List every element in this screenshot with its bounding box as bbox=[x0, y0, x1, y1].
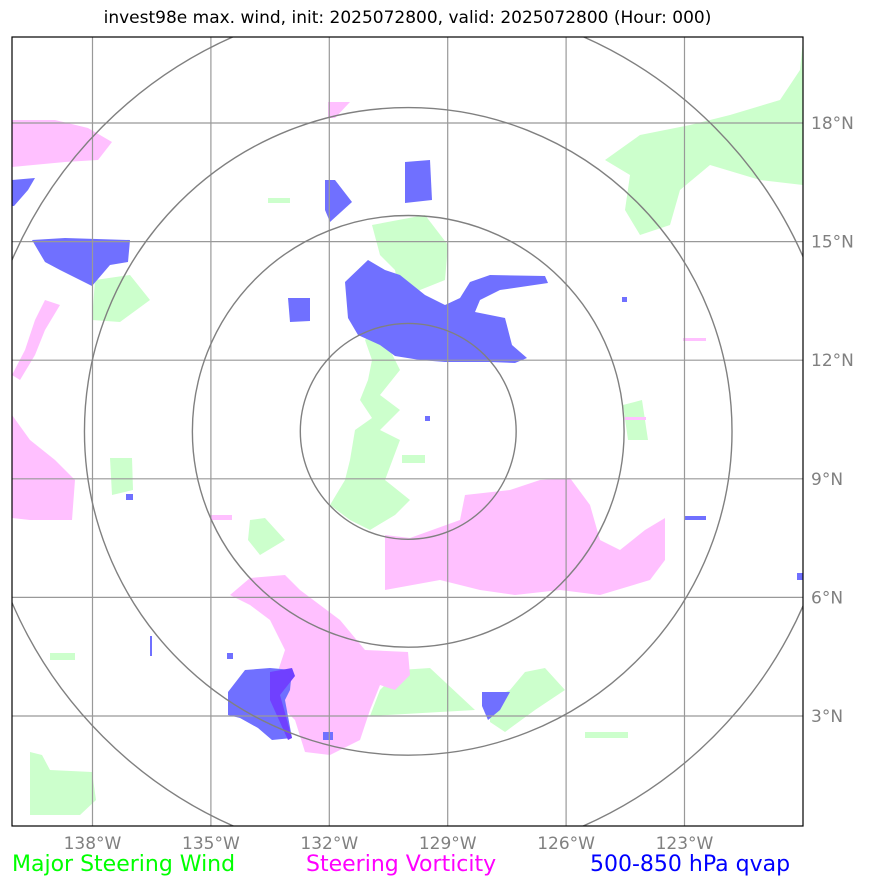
qvap-area-central bbox=[345, 260, 548, 363]
longitude-labels: 138°W 135°W 132°W 129°W 126°W 123°W bbox=[64, 834, 714, 854]
vorticity-area-west bbox=[12, 415, 75, 520]
qvap-area-south-small bbox=[482, 692, 510, 720]
qvap-dot-2 bbox=[126, 494, 133, 500]
legend-qvap: 500-850 hPa qvap bbox=[590, 852, 791, 877]
qvap-area-north-small bbox=[325, 180, 352, 222]
qvap-dot-7 bbox=[425, 416, 430, 421]
vorticity-area-small-west bbox=[210, 515, 232, 520]
vorticity-area-southeast bbox=[385, 478, 665, 595]
vorticity-area-south bbox=[230, 575, 410, 755]
range-rings bbox=[12, 37, 803, 826]
wind-area-west-middle bbox=[110, 458, 133, 495]
latitude-labels: 18°N 15°N 12°N 9°N 6°N 3°N bbox=[811, 114, 854, 727]
qvap-dark-area bbox=[270, 668, 295, 740]
range-ring bbox=[191, 214, 625, 648]
vorticity-area-northwest bbox=[12, 120, 112, 167]
qvap-area-north-box bbox=[405, 160, 432, 203]
qvap-dot-1 bbox=[323, 732, 333, 740]
lon-tick-label: 129°W bbox=[419, 834, 477, 854]
vorticity-area-east-small bbox=[625, 417, 646, 420]
lat-tick-label: 9°N bbox=[811, 470, 843, 490]
qvap-dot-4 bbox=[797, 573, 803, 580]
wind-area-south-middle bbox=[248, 518, 285, 555]
lat-tick-label: 15°N bbox=[811, 233, 854, 253]
vorticity-area-east-sliver bbox=[683, 338, 706, 341]
legend-steering-wind: Major Steering Wind bbox=[12, 852, 236, 877]
steering-wind-layer bbox=[30, 40, 803, 815]
wind-area-west-upper bbox=[92, 275, 150, 322]
wind-area-west-small bbox=[50, 653, 75, 660]
chart-title: invest98e max. wind, init: 2025072800, v… bbox=[103, 8, 712, 28]
lat-tick-label: 12°N bbox=[811, 351, 854, 371]
qvap-area-square bbox=[288, 298, 310, 322]
plot-frame bbox=[11, 36, 804, 827]
qvap-dot-6 bbox=[227, 653, 233, 659]
qvap-dot-8 bbox=[622, 297, 627, 302]
wind-area-southwest-patch bbox=[30, 752, 96, 815]
lat-tick-label: 6°N bbox=[811, 588, 843, 608]
lon-tick-label: 132°W bbox=[300, 834, 358, 854]
lon-tick-label: 123°W bbox=[656, 834, 714, 854]
lat-tick-label: 18°N bbox=[811, 114, 854, 134]
qvap-area-west-edge bbox=[12, 178, 35, 206]
wind-area-center-small bbox=[402, 455, 425, 463]
qvap-area-west-wide bbox=[32, 238, 130, 286]
lat-tick-label: 3°N bbox=[811, 707, 843, 727]
wind-area-south-small bbox=[585, 732, 628, 738]
vorticity-area-north-sliver bbox=[328, 102, 350, 118]
wind-area-north-small bbox=[268, 198, 290, 203]
legend-steering-vorticity: Steering Vorticity bbox=[306, 852, 497, 877]
lon-tick-label: 138°W bbox=[64, 834, 122, 854]
wind-area-center-band bbox=[330, 215, 448, 530]
qvap-dot-3 bbox=[685, 516, 706, 520]
qvap-dot-5 bbox=[150, 636, 152, 656]
range-ring bbox=[83, 106, 733, 756]
lat-lon-grid bbox=[12, 37, 803, 826]
lon-tick-label: 126°W bbox=[537, 834, 595, 854]
wind-area-northeast bbox=[605, 40, 803, 235]
range-ring bbox=[299, 322, 517, 540]
lon-tick-label: 135°W bbox=[182, 834, 240, 854]
vorticity-area-west-strip bbox=[12, 300, 60, 380]
